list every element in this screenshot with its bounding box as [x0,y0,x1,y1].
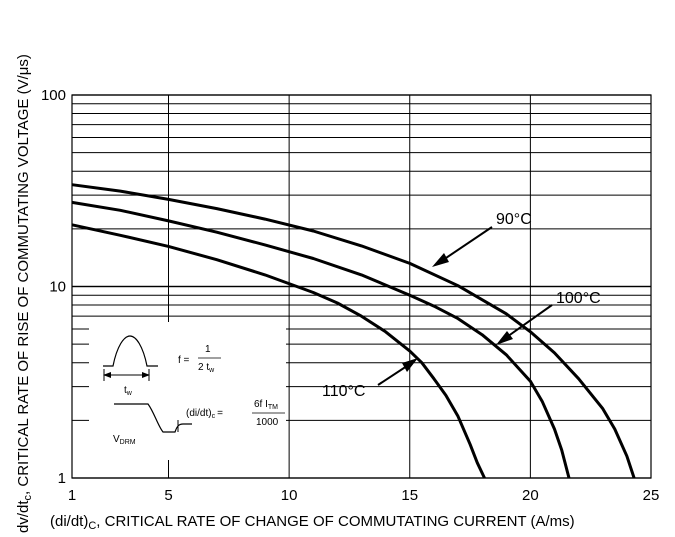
series-line-0 [71,183,636,479]
plot-border [71,94,652,479]
pulse-width-label: tw [124,385,133,397]
didt-denominator: 1000 [256,417,279,428]
pulse-waveform-icon [103,335,158,367]
arrow-90-head [432,253,449,267]
didt-numerator: 6f ITM [254,399,278,411]
series-label-90: 90°C [496,211,532,228]
arrow-100-line [503,304,553,340]
x-tick-label: 5 [164,487,172,504]
curves [71,183,636,479]
x-tick-label: 10 [281,487,298,504]
arrow-90-line [439,226,493,263]
x-tick-label: 25 [643,487,660,504]
freq-numerator: 1 [205,344,211,355]
series-label-110: 110°C [322,383,365,400]
curve-label-group-90: 90°C [432,211,532,267]
x-tick-label: 15 [401,487,418,504]
x-tick-label: 1 [68,487,76,504]
plot-frame [71,94,652,479]
arrow-110-head [402,358,418,372]
curve-label-group-100: 100°C [496,290,601,345]
pulse-width-arrow-left [103,372,111,378]
y-tick-label: 10 [49,279,66,296]
commutation-waveform-icon [114,403,192,433]
inset-box: tw f = 1 2 tw VDRM (di/dt)c = 6f ITM 1000 [89,322,286,460]
didt-lhs: (di/dt)c = [186,408,223,420]
series-line-2 [71,223,486,479]
freq-lhs: f = [178,355,190,366]
freq-denominator: 2 tw [198,362,215,374]
arrow-100-head [496,331,513,345]
y-tick-label: 100 [41,87,66,104]
x-tick-label: 20 [522,487,539,504]
y-tick-label: 1 [58,470,66,487]
series-label-100: 100°C [556,290,601,307]
inset-background [89,322,286,460]
vdrm-label: VDRM [113,434,136,446]
pulse-width-arrow-right [142,372,150,378]
x-axis-label: (di/dt)C, CRITICAL RATE OF CHANGE OF COM… [50,513,575,532]
curve-label-group-110: 110°C [322,358,418,400]
y-axis-label: dv/dtc, CRITICAL RATE OF RISE OF COMMUTA… [15,54,34,533]
series-line-1 [71,200,571,479]
